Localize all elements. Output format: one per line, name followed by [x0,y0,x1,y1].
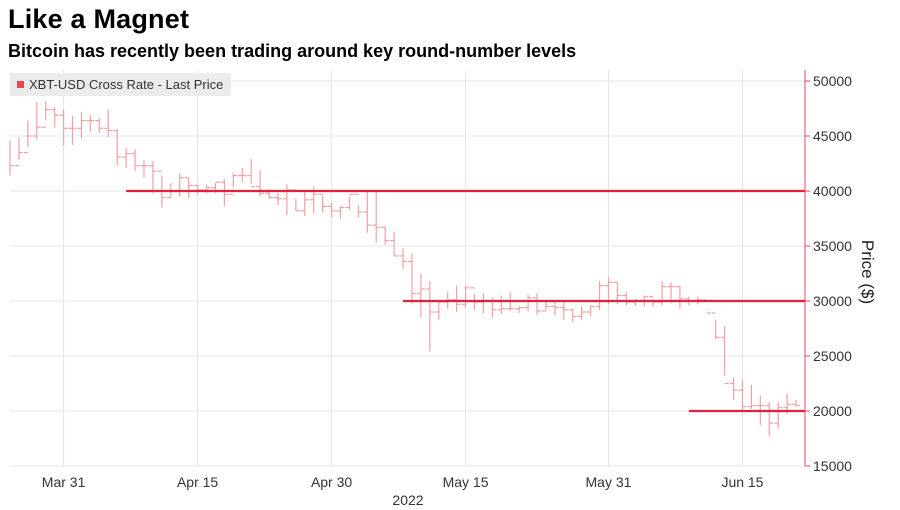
price-bar [273,193,282,206]
price-bar [23,120,32,154]
price-bar [515,306,524,314]
price-bar [381,226,390,245]
price-bar [139,160,149,178]
price-bar [104,109,113,138]
x-tick-label: Mar 31 [42,474,86,490]
price-bar [148,161,157,194]
price-bar [86,115,95,132]
price-bar [238,167,247,183]
price-bar [675,285,684,309]
price-bar [336,206,345,219]
y-tick-label: 50000 [813,73,852,89]
price-bar [113,129,122,166]
price-bar [41,100,50,128]
price-bar [363,191,372,233]
round-number-levels [126,189,805,413]
price-bar [59,109,68,146]
price-bar [550,299,559,316]
price-bar [131,149,140,172]
price-bar [122,148,131,168]
price-bar [345,193,354,210]
price-bar [416,273,425,318]
price-bar [372,191,381,243]
price-bar [666,282,676,304]
price-bar [157,170,166,208]
price-bar [559,302,568,320]
price-bar [282,184,291,216]
price-bar [524,294,533,311]
y-tick-label: 20000 [813,403,852,419]
price-bar [747,384,756,409]
price-bar [425,281,434,352]
legend: XBT-USD Cross Rate - Last Price [10,73,232,96]
price-bar [77,111,86,139]
price-bar [533,293,542,316]
price-bar [256,170,265,197]
price-bar [220,178,229,207]
price-bar [461,285,470,308]
price-bar [229,173,238,195]
price-bar [568,308,577,322]
price-bar [175,173,184,197]
price-bar [479,293,488,314]
price-bar [622,292,631,306]
x-tick-label: Apr 15 [177,474,218,490]
legend-swatch [17,81,24,88]
price-bar [184,177,193,198]
y-axis-label: Price ($) [858,240,877,304]
price-bar [291,189,300,212]
price-bar [390,231,399,257]
price-bar [9,140,15,176]
axes: 15000 20000 25000 30000 35000 40000 45000 50000… [42,70,852,490]
price-bar [470,287,479,310]
x-tick-label: May 31 [586,474,632,490]
y-tick-label: 35000 [813,238,852,254]
chart-subtitle: Bitcoin has recently been trading around… [8,41,577,61]
x-tick-label: Apr 30 [311,474,352,490]
price-bar [774,402,783,429]
price-bar [407,253,416,305]
price-bar [595,281,604,310]
price-bar [318,193,327,213]
price-bar [95,118,104,133]
price-bar [247,159,256,188]
price-bar [32,101,41,140]
price-bar [792,400,801,407]
price-bar [300,191,309,217]
x-tick-label: May 15 [443,474,489,490]
price-bar [399,248,408,270]
price-bar [729,378,738,400]
price-bar [497,295,506,315]
price-bar [452,285,461,312]
price-bar [541,301,550,312]
chart-title: Like a Magnet [8,4,190,34]
price-bar [720,326,729,385]
price-bar [765,402,774,437]
y-tick-label: 25000 [813,348,852,364]
price-bar [604,276,613,305]
price-bar [434,299,443,320]
price-bar [50,107,59,128]
price-bar [586,305,595,317]
price-bar [193,184,202,195]
price-bar [738,380,747,410]
gridlines [10,70,805,467]
x-tick-label: Jun 15 [721,474,763,490]
price-bar [354,193,363,218]
y-tick-label: 40000 [813,183,852,199]
price-bar [711,312,720,340]
price-bar [327,203,336,218]
y-tick-label: 45000 [813,128,852,144]
price-bar [577,306,586,320]
legend-label: XBT-USD Cross Rate - Last Price [29,77,224,92]
y-tick-label: 15000 [813,458,852,474]
price-bars [9,100,801,437]
price-bar [68,116,77,145]
x-axis-year-label: 2022 [392,492,423,508]
price-bar [14,137,23,167]
y-tick-label: 30000 [813,293,852,309]
